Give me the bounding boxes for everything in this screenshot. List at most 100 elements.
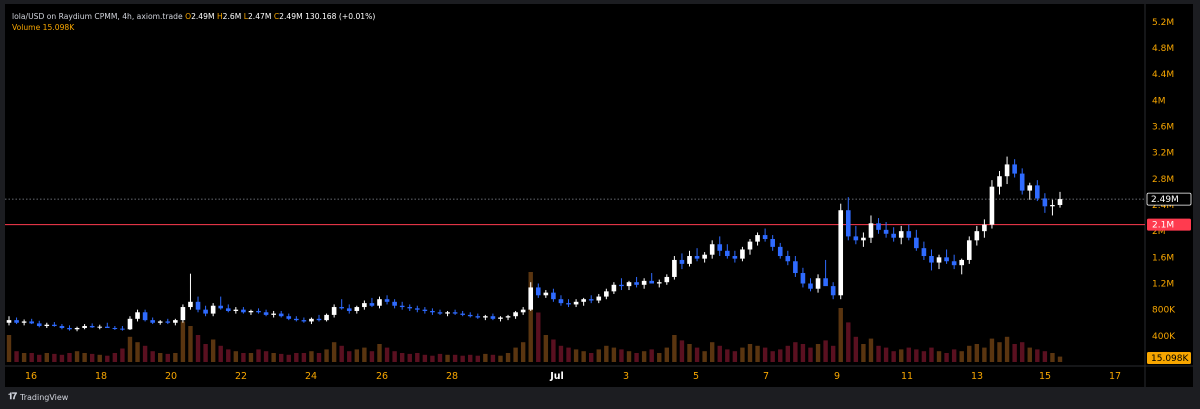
candle-body <box>286 316 292 319</box>
candle-body <box>384 299 390 302</box>
chart-pane[interactable]: 5.2M 4.8M 4.4M 4M 3.6M 3.2M 2.8M 2.4M 2M 1.6M 1.2M… <box>5 4 1193 387</box>
volume-bar <box>316 353 322 362</box>
candle-body <box>467 314 473 317</box>
volume-bar <box>369 351 375 362</box>
candle-body <box>6 320 12 323</box>
candle-body <box>97 326 103 328</box>
volume-bar <box>989 338 995 362</box>
volume-bar <box>437 353 443 362</box>
volume-bar <box>14 351 19 362</box>
volume-legend-label: Volume <box>12 23 41 32</box>
candle-body <box>362 303 367 308</box>
candle-body <box>558 299 564 304</box>
candle-body <box>641 280 647 285</box>
volume-bar <box>967 345 972 362</box>
time-tick-label: 17 <box>1109 371 1121 382</box>
candle-body <box>29 321 34 324</box>
volume-bar <box>747 344 753 362</box>
candle-body <box>581 299 586 302</box>
volume-bar <box>823 340 828 362</box>
candle-body <box>505 316 511 318</box>
candle-body <box>180 307 186 321</box>
volume-bar <box>384 347 390 362</box>
close-value: 2.49M <box>279 12 303 21</box>
volume-bar <box>407 353 412 362</box>
volume-bar <box>105 355 110 362</box>
volume-bar <box>611 347 617 362</box>
candle-body <box>82 326 87 328</box>
price-tick-label: 4.8M <box>1152 44 1174 54</box>
candle-body <box>165 321 171 323</box>
volume-bar <box>853 336 859 362</box>
candle-body <box>415 308 420 310</box>
volume-bar <box>528 272 533 362</box>
volume-bar <box>785 345 790 362</box>
price-tick-label: 2.4M <box>1152 201 1174 211</box>
volume-bar <box>891 351 896 362</box>
tradingview-logo-icon[interactable]: 𝟏𝟕 <box>8 392 17 402</box>
volume-bar <box>770 351 775 362</box>
price-chart[interactable]: 5.2M 4.8M 4.4M 4M 3.6M 3.2M 2.8M 2.4M 2M 1.6M 1.2M… <box>5 4 1193 387</box>
candle-body <box>898 231 904 238</box>
candle-body <box>135 312 140 319</box>
candle-body <box>203 309 208 314</box>
time-tick-label: 9 <box>834 371 840 382</box>
candle-body <box>248 310 254 313</box>
volume-bar <box>520 342 526 362</box>
candle-body <box>218 305 224 309</box>
volume-bar <box>1042 351 1048 362</box>
candle-body <box>656 282 662 284</box>
volume-bar <box>717 345 722 362</box>
volume-bar <box>89 353 95 362</box>
candle-body <box>868 223 874 238</box>
volume-bar <box>762 347 768 362</box>
candle-body <box>104 326 110 328</box>
candle-body <box>278 313 284 317</box>
volume-bar <box>679 340 685 362</box>
volume-bar <box>188 326 193 362</box>
volume-tag-label: 15.098K <box>1151 354 1189 364</box>
candle-body <box>717 244 723 251</box>
candle-body <box>982 224 987 232</box>
current-price-label: 2.49M <box>1151 195 1179 205</box>
volume-bar <box>37 354 42 362</box>
price-level-label: 2.1M <box>1152 221 1174 231</box>
candle-body <box>173 320 178 323</box>
candle-body <box>44 324 50 327</box>
volume-bar <box>422 354 428 362</box>
candle-body <box>770 239 775 247</box>
high-value: 2.6M <box>222 12 242 21</box>
volume-bar <box>641 351 647 362</box>
candle-body <box>377 299 382 306</box>
volume-bar <box>513 347 518 362</box>
brand-label[interactable]: TradingView <box>20 392 69 402</box>
volume-bar <box>324 349 329 362</box>
volume-bar <box>120 348 125 362</box>
volume-bar <box>44 353 50 362</box>
price-tick-label: 4.4M <box>1152 70 1174 80</box>
low-value: 2.47M <box>247 12 272 21</box>
volume-bar <box>29 353 34 362</box>
volume-bar <box>694 347 700 362</box>
candle-body <box>551 292 556 300</box>
candle-body <box>649 280 654 284</box>
volume-bar <box>778 349 783 362</box>
candle-body <box>966 240 972 260</box>
time-tick-label: 18 <box>95 371 107 382</box>
candle-body <box>861 237 866 241</box>
volume-bar <box>180 321 186 362</box>
candle-body <box>1035 185 1040 199</box>
volume-bar <box>914 349 919 362</box>
candle-body <box>407 307 413 309</box>
candle-body <box>906 231 912 238</box>
volume-bar <box>1050 353 1055 362</box>
candle-body <box>634 282 639 285</box>
candle-body <box>876 223 881 230</box>
symbol-label: lola/USD on Raydium CPMM, 4h, axiom.trad… <box>12 12 183 21</box>
volume-bar <box>331 342 337 362</box>
candle-body <box>793 261 798 274</box>
candle-body <box>936 257 942 263</box>
volume-bar <box>619 349 624 362</box>
volume-bar <box>573 349 579 362</box>
footer: 𝟏𝟕 TradingView <box>8 392 68 402</box>
